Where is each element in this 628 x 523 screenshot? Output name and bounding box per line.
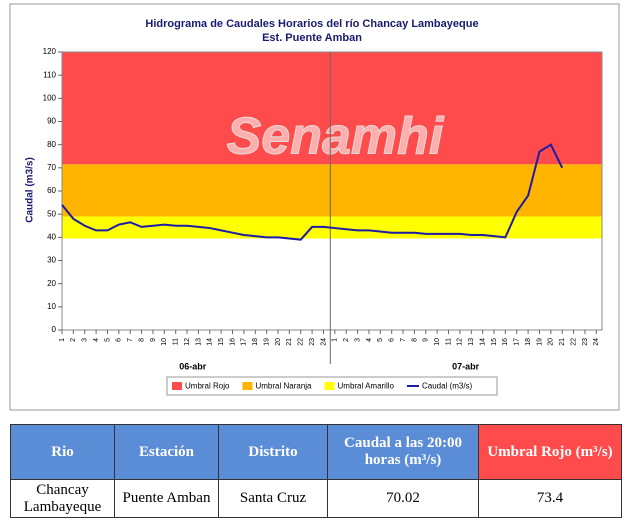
x-tick-label: 21	[559, 338, 566, 346]
legend-label: Caudal (m3/s)	[422, 382, 473, 391]
legend-label: Umbral Amarillo	[338, 382, 395, 391]
x-tick-label: 3	[82, 338, 89, 342]
header-cell: Estación	[114, 424, 219, 480]
x-tick-label: 5	[104, 338, 111, 342]
threshold-band	[62, 52, 602, 165]
x-tick-label: 6	[389, 338, 396, 342]
cell: 73.4	[478, 479, 622, 518]
y-tick-label: 100	[43, 93, 57, 102]
x-tick-label: 9	[150, 338, 157, 342]
x-tick-label: 13	[195, 338, 202, 346]
x-tick-label: 13	[468, 338, 475, 346]
x-tick-label: 20	[275, 338, 282, 346]
header-cell: Distrito	[218, 424, 328, 480]
y-tick-label: 70	[47, 163, 56, 172]
x-tick-label: 18	[252, 338, 259, 346]
x-tick-label: 3	[354, 338, 361, 342]
x-tick-label: 24	[593, 338, 600, 346]
y-tick-label: 40	[47, 232, 56, 241]
y-tick-label: 0	[52, 325, 57, 334]
y-tick-label: 20	[47, 279, 56, 288]
legend-swatch	[172, 382, 182, 390]
x-tick-label: 18	[525, 338, 532, 346]
y-tick-label: 10	[47, 302, 56, 311]
x-tick-label: 21	[286, 338, 293, 346]
x-tick-label: 4	[93, 338, 100, 342]
x-tick-label: 17	[514, 338, 521, 346]
y-tick-label: 80	[47, 140, 56, 149]
x-tick-label: 10	[161, 338, 168, 346]
x-tick-label: 11	[173, 338, 180, 345]
cell: 70.02	[327, 479, 479, 518]
data-line	[61, 143, 564, 241]
y-tick-label: 30	[47, 256, 56, 265]
threshold-band	[62, 164, 602, 217]
x-tick-label: 8	[138, 338, 145, 342]
x-tick-label: 23	[582, 338, 589, 346]
x-tick-label: 16	[502, 338, 509, 346]
chart: Hidrograma de Caudales Horarios del río …	[9, 3, 620, 411]
x-tick-label: 1	[332, 338, 339, 342]
x-tick-label: 2	[343, 338, 350, 342]
x-tick-label: 2	[70, 338, 77, 342]
x-tick-label: 20	[548, 338, 555, 346]
y-tick-label: 90	[47, 117, 56, 126]
chart-title: Hidrograma de Caudales Horarios del río …	[145, 18, 478, 30]
x-tick-label: 4	[366, 338, 373, 342]
x-tick-label: 12	[184, 338, 191, 346]
y-axis-label: Caudal (m3/s)	[25, 157, 36, 223]
x-tick-label: 15	[491, 338, 498, 346]
legend-label: Umbral Naranja	[255, 382, 312, 391]
header-cell: Rio	[10, 424, 115, 480]
legend-swatch	[242, 382, 253, 390]
x-tick-label: 12	[457, 338, 464, 346]
y-tick-label: 50	[47, 209, 56, 218]
header-cell: Umbral Rojo (m³/s)	[478, 424, 622, 480]
x-tick-label: 14	[479, 338, 486, 346]
x-tick-label: 19	[536, 338, 543, 346]
x-tick-label: 22	[298, 338, 305, 346]
legend-label: Umbral Rojo	[185, 382, 230, 391]
y-tick-label: 120	[43, 47, 57, 56]
x-tick-label: 22	[570, 338, 577, 346]
x-tick-label: 24	[320, 338, 327, 346]
cell: Puente Amban	[114, 479, 219, 518]
x-tick-label: 14	[207, 338, 214, 346]
cell: Santa Cruz	[218, 479, 328, 518]
y-tick-label: 60	[47, 186, 56, 195]
group-label: 06-abr	[179, 361, 207, 371]
watermark: Senamhi	[227, 108, 445, 166]
x-tick-label: 10	[434, 338, 441, 346]
chart-subtitle: Est. Puente Amban	[262, 32, 362, 44]
x-tick-label: 17	[241, 338, 248, 346]
x-tick-label: 19	[263, 338, 270, 346]
summary-table: Rio Estación Distrito Caudal a las 20:00…	[10, 424, 622, 518]
cell: Chancay Lambayeque	[10, 479, 115, 518]
x-tick-label: 1	[59, 338, 66, 342]
x-tick-label: 23	[309, 338, 316, 346]
x-tick-label: 9	[423, 338, 430, 342]
x-tick-label: 15	[218, 338, 225, 346]
x-tick-label: 8	[411, 338, 418, 342]
x-tick-label: 16	[229, 338, 236, 346]
legend-swatch	[324, 382, 335, 390]
group-label: 07-abr	[452, 361, 480, 371]
header-cell: Caudal a las 20:00 horas (m³/s)	[327, 424, 479, 480]
x-tick-label: 6	[116, 338, 123, 342]
x-tick-label: 7	[400, 338, 407, 342]
x-tick-label: 11	[445, 338, 452, 345]
y-tick-label: 110	[43, 70, 56, 79]
x-tick-label: 5	[377, 338, 384, 342]
x-tick-label: 7	[127, 338, 134, 342]
